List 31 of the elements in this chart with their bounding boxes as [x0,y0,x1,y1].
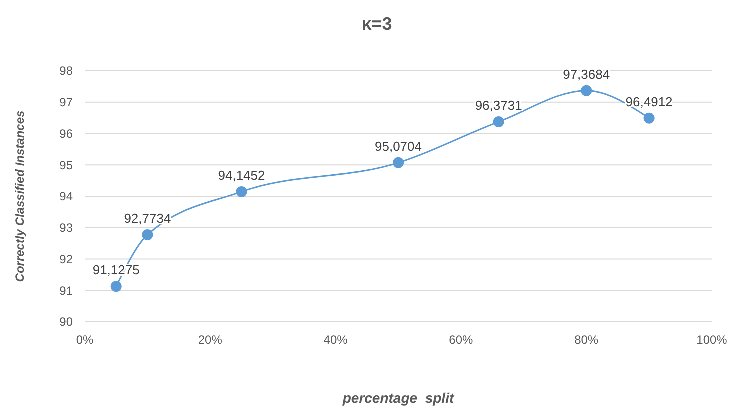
y-axis-title: Correctly Classified Instances [13,110,27,282]
x-axis-title: percentage split [342,390,456,406]
y-tick-label: 96 [60,126,74,141]
y-tick-label: 94 [60,190,74,204]
y-tick-label: 92 [60,252,74,266]
y-tick-label: 90 [60,315,74,330]
x-tick-label: 100% [696,333,728,347]
x-tick-label: 60% [449,333,474,347]
point [581,85,592,96]
y-tick-label: 91 [60,284,74,298]
data-label: 94,1452 [218,168,266,183]
data-label: 96,4912 [626,94,673,110]
point [142,229,154,240]
data-label: 92,7734 [124,210,172,226]
x-tick-label: 40% [324,333,348,347]
point [236,186,248,198]
point [493,116,504,128]
data-label: 95,0704 [375,138,422,154]
x-tick-label: 0% [76,333,94,347]
y-tick-label: 93 [60,221,74,236]
x-tick-label: 80% [574,333,599,347]
data-label: 97,3684 [563,66,610,82]
point [393,157,404,168]
x-tick-label: 20% [198,333,223,347]
chart-title: κ=3 [362,14,392,34]
point [110,281,122,292]
y-tick-label: 95 [60,158,74,172]
y-tick-label: 98 [60,64,74,78]
data-label: 96,3731 [475,98,522,114]
y-tick-label: 97 [60,96,74,110]
point [644,112,655,124]
